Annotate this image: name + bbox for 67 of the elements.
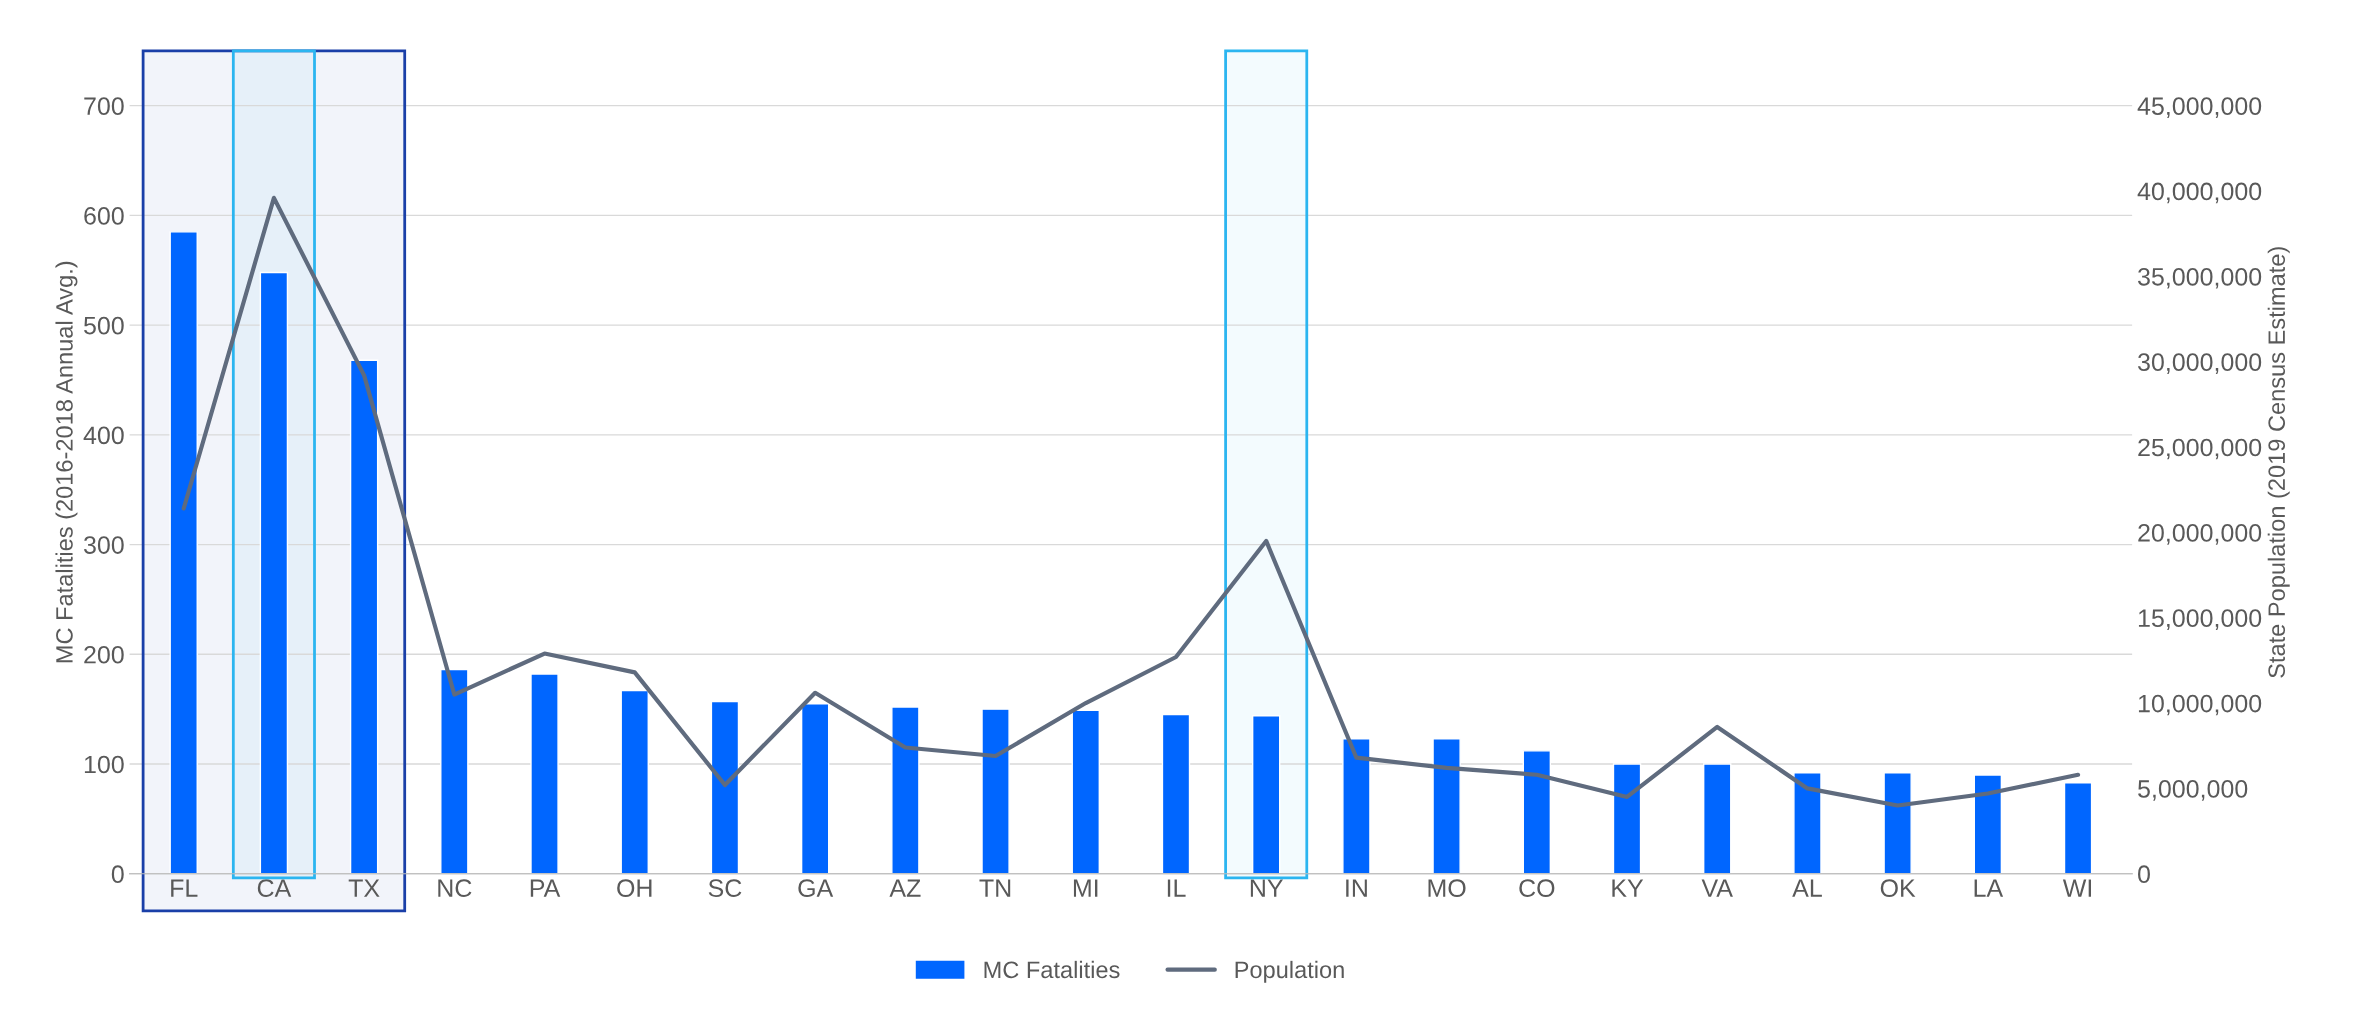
legend-label: MC Fatalities <box>984 960 1120 979</box>
x-tick-label: VA <box>1701 879 1733 897</box>
bar <box>1251 715 1281 874</box>
x-tick-label: AL <box>1792 879 1822 897</box>
bar <box>710 700 740 874</box>
bar <box>2063 781 2093 874</box>
y2-tick-label: 25,000,000 <box>2138 438 2262 460</box>
y-tick-label: 400 <box>83 426 124 445</box>
bar <box>1883 772 1912 874</box>
bar <box>349 359 379 874</box>
y-tick-label: 700 <box>84 97 124 115</box>
x-tick-label: OK <box>1880 879 1916 897</box>
y2-tick-label: 5,000,000 <box>2138 780 2248 801</box>
x-tick-label: OH <box>617 879 652 897</box>
bar <box>1342 738 1371 874</box>
y2-tick-label: 20,000,000 <box>2138 523 2262 545</box>
x-tick-label: AZ <box>889 879 921 897</box>
bar <box>1973 774 2003 874</box>
bar <box>891 706 920 874</box>
x-tick-label: LA <box>1974 879 2004 897</box>
x-tick-label: IL <box>1167 879 1186 897</box>
y2-tick-label: 15,000,000 <box>2138 609 2262 630</box>
x-tick-label: TX <box>348 879 380 897</box>
y2-tick-label: 30,000,000 <box>2137 353 2262 374</box>
bar <box>169 231 198 874</box>
y2-axis-title: State Population (2019 Census Estimate) <box>2267 247 2290 678</box>
bar <box>1432 738 1461 874</box>
x-tick-label: MO <box>1428 879 1466 897</box>
y-tick-label: 200 <box>84 645 124 664</box>
x-tick-label: CA <box>257 879 292 897</box>
y2-tick-label: 10,000,000 <box>2138 694 2262 716</box>
y2-tick-label: 0 <box>2138 865 2150 884</box>
y-tick-label: 600 <box>84 206 124 225</box>
bar <box>800 702 830 874</box>
x-tick-label: TN <box>979 879 1011 897</box>
x-tick-label: FL <box>171 879 198 897</box>
x-tick-label: WI <box>2062 879 2092 897</box>
y-tick-label: 500 <box>84 316 124 335</box>
bar <box>1071 709 1101 874</box>
bar <box>1522 750 1552 874</box>
bar <box>1161 713 1191 874</box>
bar <box>1793 772 1822 874</box>
y-tick-label: 100 <box>84 755 124 774</box>
x-tick-label: IN <box>1346 879 1367 897</box>
y-tick-label: 0 <box>111 865 124 884</box>
bar <box>440 668 469 874</box>
y-axis-title: MC Fatalities (2016-2018 Annual Avg.) <box>55 261 78 663</box>
line-series <box>181 195 2081 808</box>
bar <box>620 689 649 874</box>
bar <box>1612 763 1642 874</box>
y-tick-label: 300 <box>83 536 124 554</box>
x-tick-label: MI <box>1073 879 1098 897</box>
x-tick-label: KY <box>1612 879 1644 897</box>
x-tick-label: GA <box>798 879 834 897</box>
bar <box>259 271 289 874</box>
x-tick-label: PA <box>530 879 561 897</box>
x-tick-label: CO <box>1519 879 1555 897</box>
x-tick-label: NY <box>1250 879 1283 897</box>
bar <box>530 673 559 874</box>
bar <box>1703 763 1732 874</box>
bar <box>981 708 1010 874</box>
y2-tick-label: 35,000,000 <box>2137 267 2262 289</box>
y2-tick-label: 45,000,000 <box>2137 97 2262 118</box>
y2-tick-label: 40,000,000 <box>2137 182 2262 204</box>
x-tick-label: NC <box>438 879 472 897</box>
x-tick-label: SC <box>708 879 742 897</box>
legend-label: Population <box>1235 960 1344 983</box>
